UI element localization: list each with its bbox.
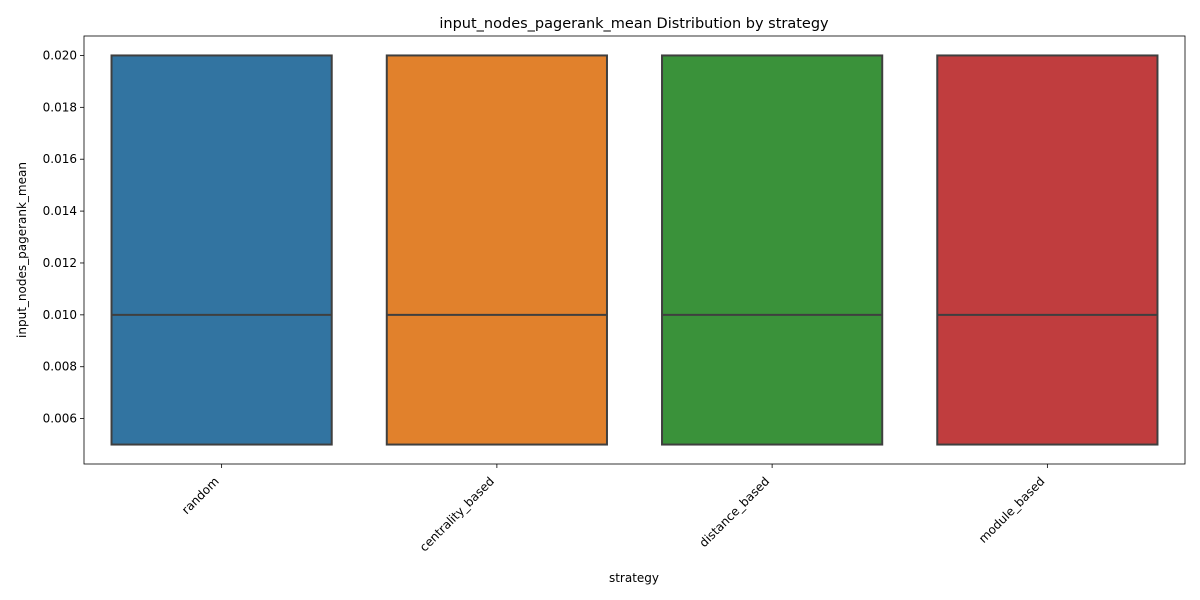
box-distance_based: [661, 54, 884, 446]
chart-title: input_nodes_pagerank_mean Distribution b…: [439, 16, 829, 32]
x-tick-label: module_based: [976, 474, 1048, 546]
y-tick-label: 0.008: [43, 360, 77, 374]
y-tick-label: 0.012: [43, 256, 77, 270]
y-tick-label: 0.016: [43, 152, 77, 166]
y-tick-label: 0.006: [43, 412, 77, 426]
y-axis: 0.006 0.008 0.010 0.012 0.014 0.016 0.018 0.020: [43, 48, 84, 426]
box-centrality_based: [385, 54, 608, 446]
x-axis-label: strategy: [609, 571, 659, 585]
x-tick-label: distance_based: [697, 474, 773, 550]
box-random: [110, 54, 333, 446]
axes-frame: [83, 35, 1186, 465]
boxes-layer: [110, 54, 1159, 446]
x-tick-label: centrality_based: [417, 474, 497, 554]
y-tick-label: 0.018: [43, 100, 77, 114]
x-axis: random centrality_based distance_based modu…: [179, 464, 1048, 554]
box-module_based: [936, 54, 1159, 446]
y-axis-label: input_nodes_pagerank_mean: [15, 162, 29, 338]
y-tick-label: 0.014: [43, 204, 77, 218]
y-tick-label: 0.020: [43, 48, 77, 62]
y-tick-label: 0.010: [43, 308, 77, 322]
x-tick-label: random: [179, 474, 222, 517]
